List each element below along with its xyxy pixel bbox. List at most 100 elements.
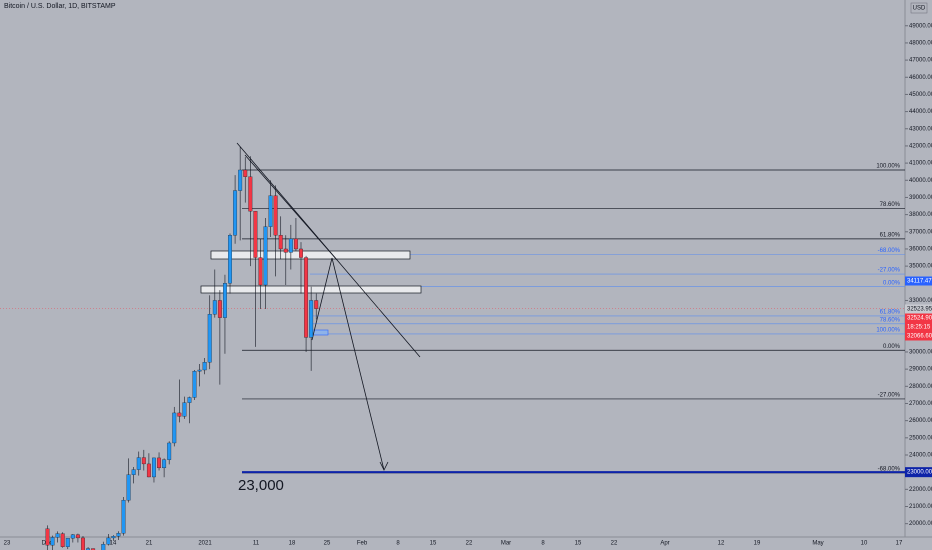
target-axis-box xyxy=(905,467,932,478)
candle-body xyxy=(146,463,151,478)
fib-label-blue: 100.00% xyxy=(876,328,900,334)
target-label: 23,000 xyxy=(238,477,284,494)
candle-body xyxy=(75,534,80,539)
x-tick-label: 25 xyxy=(324,541,331,547)
x-tick-label: 10 xyxy=(861,541,868,547)
candle-body xyxy=(50,537,55,546)
y-tick-label: 21000.00 xyxy=(909,504,932,510)
x-tick-label: 18 xyxy=(289,541,296,547)
candle-body xyxy=(187,397,192,403)
candle-body xyxy=(167,442,172,460)
candle-body xyxy=(212,300,217,315)
candle-body xyxy=(243,169,248,177)
y-tick-label: 44000.00 xyxy=(909,109,932,115)
y-tick-label: 20000.00 xyxy=(909,521,932,527)
y-tick-label: 45000.00 xyxy=(909,92,932,98)
candle-body xyxy=(263,226,268,286)
candle-body xyxy=(233,190,238,236)
candle-body xyxy=(121,499,126,534)
candle-body xyxy=(152,457,156,478)
x-tick-label: 12 xyxy=(718,541,725,547)
candle-body xyxy=(86,548,91,550)
candle-body xyxy=(157,457,161,469)
candle-body xyxy=(268,195,273,227)
price-label-box xyxy=(905,331,932,341)
fib-label-blue: 0.00% xyxy=(883,280,901,286)
x-tick-label: 8 xyxy=(541,541,545,547)
currency[interactable]: USD xyxy=(913,6,926,12)
candle-body xyxy=(111,536,116,539)
candle-body xyxy=(55,533,60,538)
candle-body xyxy=(131,469,136,475)
x-tick-label: 17 xyxy=(896,541,903,547)
candle-body xyxy=(293,238,298,250)
x-tick-label: 15 xyxy=(430,541,437,547)
y-tick-label: 27000.00 xyxy=(909,401,932,407)
candle-body xyxy=(45,528,50,546)
x-tick-label: Feb xyxy=(357,541,368,547)
y-tick-label: 22000.00 xyxy=(909,487,932,493)
x-tick-label: 2021 xyxy=(198,541,212,547)
fib-label-blue: -68.00% xyxy=(878,248,901,254)
x-tick-label: 15 xyxy=(575,541,582,547)
y-tick-label: 46000.00 xyxy=(909,75,932,81)
y-tick-label: 29000.00 xyxy=(909,367,932,373)
fib-label-blue: 61.80% xyxy=(880,309,901,315)
candle-body xyxy=(207,314,212,363)
candle-body xyxy=(106,537,111,545)
fib-label: -27.00% xyxy=(878,393,901,399)
candle-body xyxy=(222,283,227,318)
candle-body xyxy=(126,474,131,501)
trend-line xyxy=(244,154,338,261)
candle-body xyxy=(197,369,202,372)
price-label: 32523.95 xyxy=(907,307,932,313)
candle-body xyxy=(283,248,288,253)
candle-body xyxy=(177,412,182,417)
candle-body xyxy=(60,533,65,547)
y-tick-label: 42000.00 xyxy=(909,144,932,150)
y-tick-label: 36000.00 xyxy=(909,247,932,253)
price-label-box xyxy=(905,322,932,332)
chart-title: Bitcoin / U.S. Dollar, 1D, BITSTAMP xyxy=(4,3,116,10)
x-tick-label: 21 xyxy=(146,541,153,547)
candle-body xyxy=(238,169,243,191)
y-tick-label: 24000.00 xyxy=(909,453,932,459)
y-tick-label: 25000.00 xyxy=(909,435,932,441)
candle-body xyxy=(101,544,106,550)
price-label: 32524.90 xyxy=(907,316,932,322)
price-label-box xyxy=(905,304,932,314)
fib-label-blue: -27.00% xyxy=(878,268,901,274)
x-tick-label: 19 xyxy=(754,541,761,547)
candle-body xyxy=(217,300,222,318)
fib-label: 61.80% xyxy=(880,232,901,238)
price-label-box xyxy=(905,276,932,286)
candle-body xyxy=(202,362,207,371)
y-tick-label: 33000.00 xyxy=(909,298,932,304)
x-tick-label: Mar xyxy=(501,541,511,547)
candle-body xyxy=(182,402,187,417)
y-tick-label: 37000.00 xyxy=(909,229,932,235)
x-tick-label: 11 xyxy=(253,541,260,547)
candle-body xyxy=(248,176,253,212)
x-tick-label: 22 xyxy=(611,541,618,547)
candle-body xyxy=(65,538,70,547)
x-tick-label: 8 xyxy=(396,541,400,547)
y-tick-label: 35000.00 xyxy=(909,264,932,270)
fib-label: 100.00% xyxy=(876,164,900,170)
y-tick-label: 40000.00 xyxy=(909,178,932,184)
candle-body xyxy=(136,457,141,470)
fib-label: -68.00% xyxy=(878,466,901,472)
y-tick-label: 49000.00 xyxy=(909,23,932,29)
x-tick-label: 22 xyxy=(466,541,473,547)
price-label-box xyxy=(905,313,932,323)
currency-box[interactable] xyxy=(910,2,928,14)
y-tick-label: 48000.00 xyxy=(909,41,932,47)
candle-body xyxy=(253,211,258,258)
price-label: 34117.47 xyxy=(907,279,932,285)
candle-body xyxy=(70,534,75,539)
y-tick-label: 38000.00 xyxy=(909,212,932,218)
candle-body xyxy=(278,235,283,250)
candle-body xyxy=(309,300,314,338)
candle-body xyxy=(314,300,319,309)
